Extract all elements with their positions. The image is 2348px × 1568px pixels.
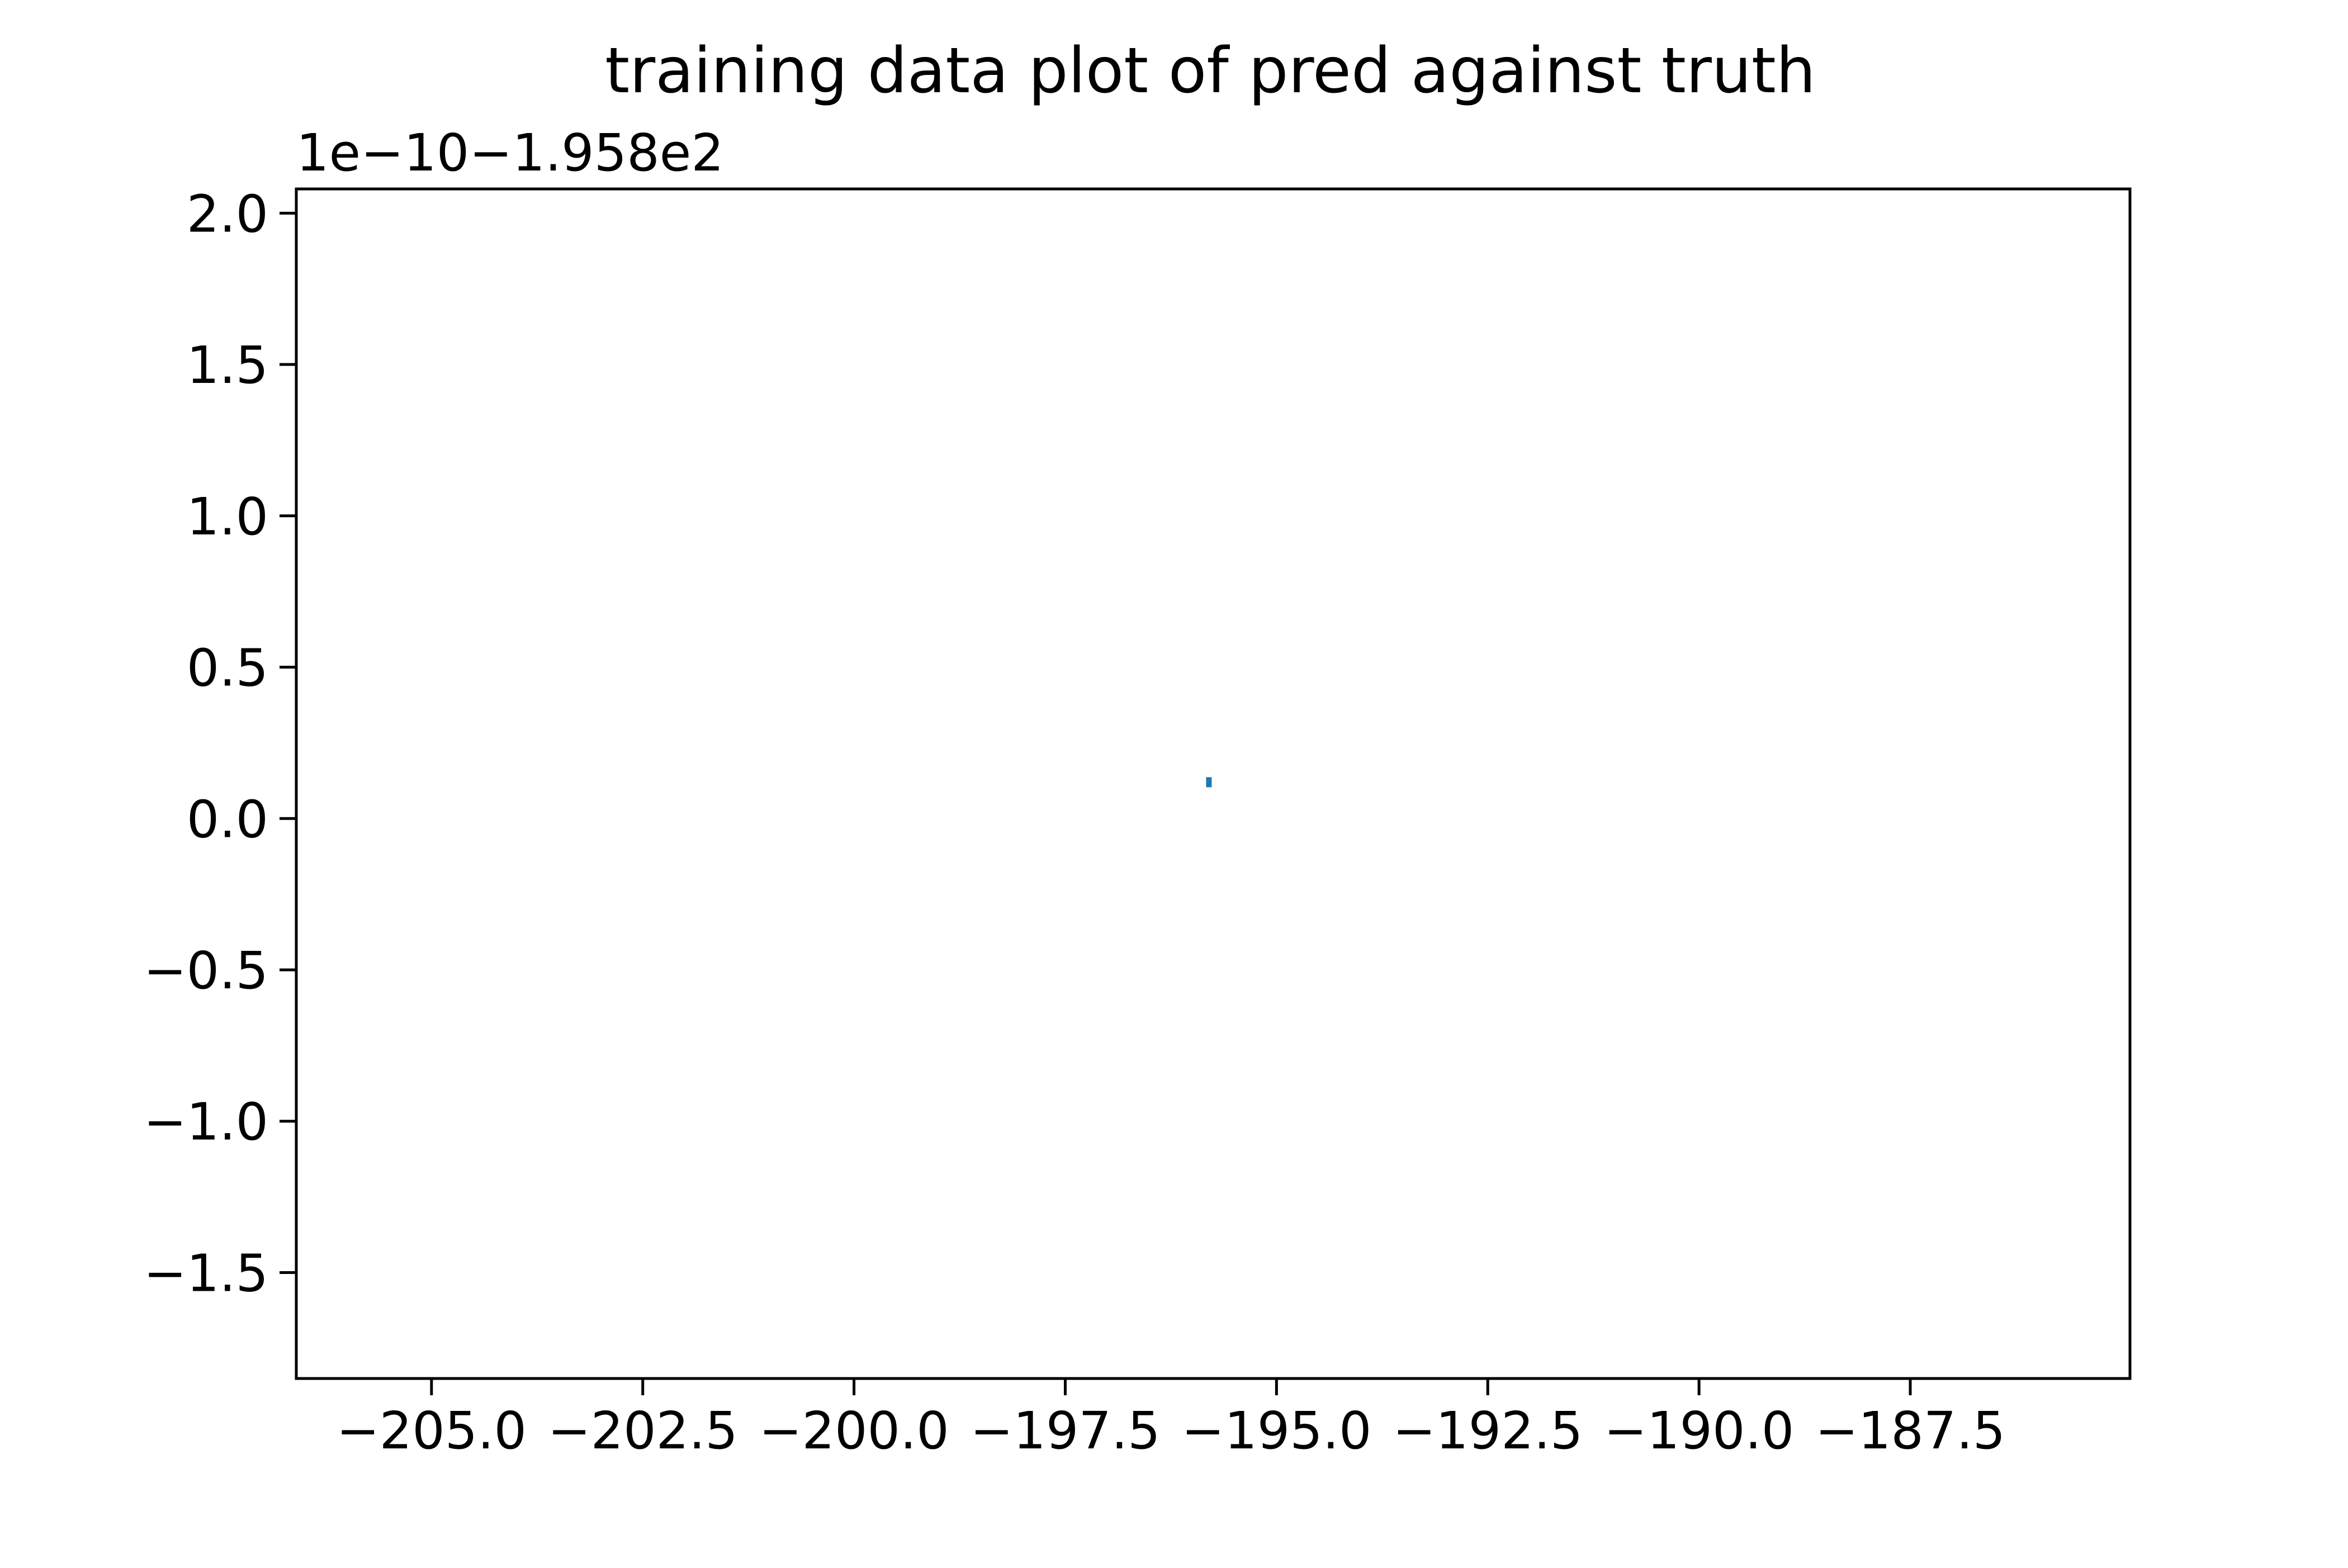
plot-area-frame [295, 187, 2132, 1380]
x-tick-label: −205.0 [337, 1401, 527, 1461]
chart-title: training data plot of pred against truth [605, 35, 1816, 107]
y-tick-label: 0.0 [187, 789, 268, 849]
x-tick-label: −195.0 [1181, 1401, 1371, 1461]
x-tick-label: −197.5 [970, 1401, 1160, 1461]
y-tick-label: 0.5 [187, 638, 268, 698]
y-axis: −1.5 −1.0 −0.5 0.0 0.5 1.0 1.5 2.0 [144, 184, 296, 1303]
y-tick-label: −1.0 [144, 1092, 268, 1152]
x-axis: −205.0 −202.5 −200.0 −197.5 −195.0 −192.5 −190… [337, 1378, 2005, 1461]
y-tick-label: −0.5 [144, 941, 268, 1001]
y-tick-label: −1.5 [144, 1243, 268, 1303]
y-axis-offset-label: 1e−10−1.958e2 [296, 123, 724, 183]
x-tick-label: −187.5 [1815, 1401, 2005, 1461]
x-tick-label: −200.0 [759, 1401, 949, 1461]
data-point [1206, 777, 1212, 788]
y-tick-label: 1.5 [187, 335, 268, 395]
data-points [1206, 777, 1212, 788]
y-tick-label: 2.0 [187, 184, 268, 244]
y-tick-label: 1.0 [187, 487, 268, 547]
x-tick-label: −202.5 [547, 1401, 737, 1461]
x-tick-label: −190.0 [1604, 1401, 1794, 1461]
x-tick-label: −192.5 [1393, 1401, 1583, 1461]
